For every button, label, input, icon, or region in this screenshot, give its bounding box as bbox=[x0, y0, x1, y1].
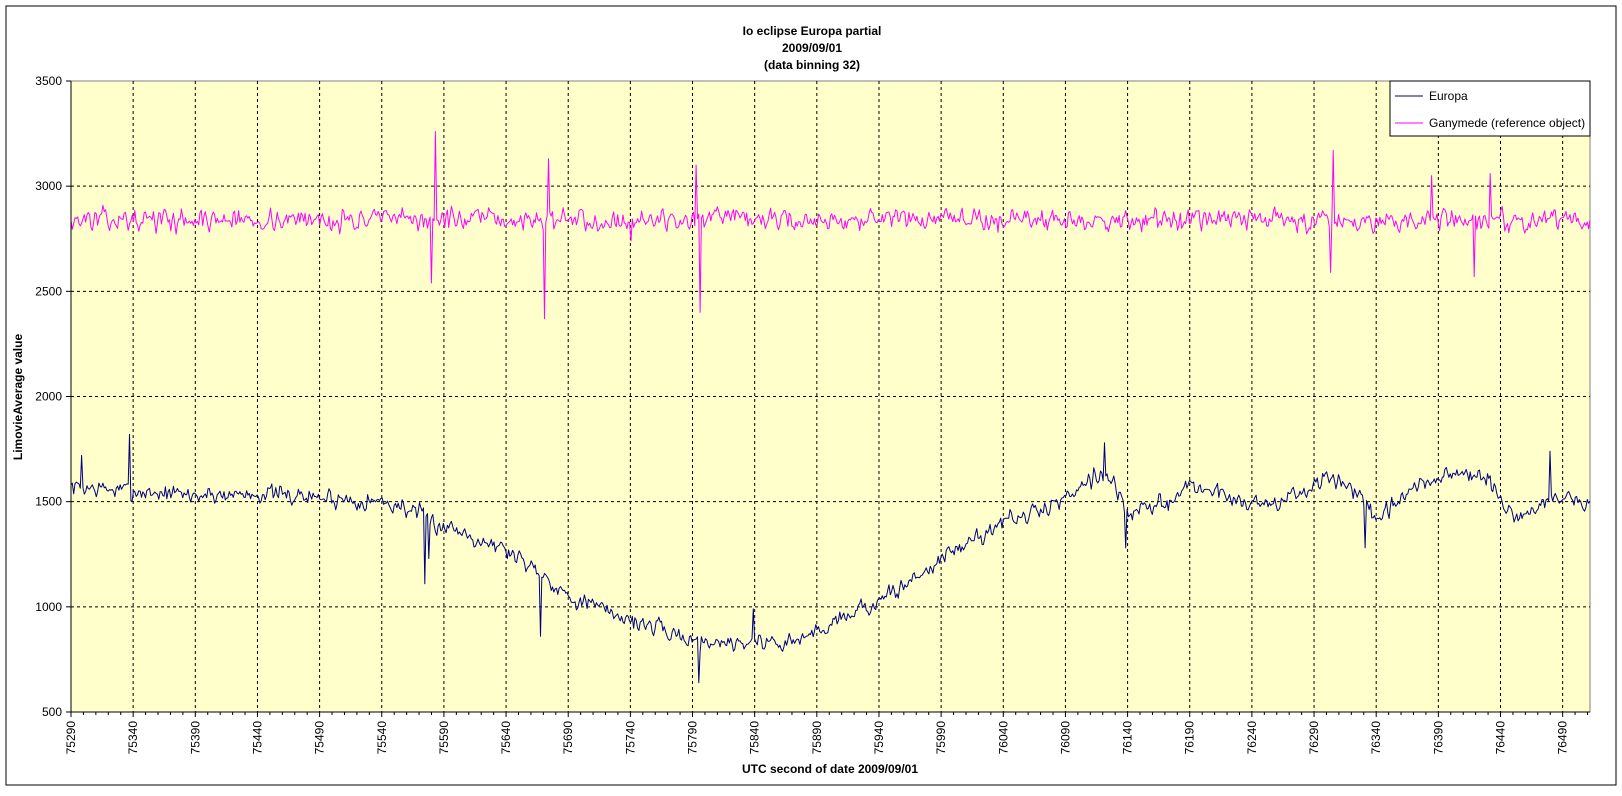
legend-label-europa: Europa bbox=[1429, 89, 1468, 103]
y-tick-label: 2000 bbox=[35, 390, 62, 404]
x-tick-label: 75840 bbox=[748, 721, 762, 755]
x-tick-label: 75740 bbox=[623, 721, 637, 755]
x-tick-label: 75590 bbox=[437, 721, 451, 755]
gridlines bbox=[71, 81, 1590, 712]
x-tick-label: 75790 bbox=[686, 721, 700, 755]
chart-title-line-2: 2009/09/01 bbox=[782, 41, 842, 55]
legend-box bbox=[1389, 80, 1591, 137]
x-tick-label: 76090 bbox=[1058, 721, 1072, 755]
x-tick-label: 75490 bbox=[313, 721, 327, 755]
x-tick-label: 75290 bbox=[64, 721, 78, 755]
x-tick-labels: 75290 75340 75390 75440 75490 75540 75590 75640… bbox=[64, 721, 1570, 755]
x-axis-title: UTC second of date 2009/09/01 bbox=[742, 762, 918, 776]
y-tick-label: 1000 bbox=[35, 600, 62, 614]
series-lines bbox=[70, 131, 1591, 684]
y-tick-label: 3500 bbox=[35, 74, 62, 88]
y-axis-title: LimovieAverage value bbox=[11, 334, 25, 461]
x-tick-label: 75890 bbox=[810, 721, 824, 755]
y-tick-label: 1500 bbox=[35, 495, 62, 509]
x-tick-label: 76240 bbox=[1245, 721, 1259, 755]
x-tick-label: 75990 bbox=[934, 721, 948, 755]
chart-title-line-3: (data binning 32) bbox=[764, 58, 860, 72]
y-tick-labels: 500 1000 1500 2000 2500 3000 3500 bbox=[35, 74, 62, 719]
x-tick-label: 75940 bbox=[872, 721, 886, 755]
y-tick-label: 3000 bbox=[35, 179, 62, 193]
series-line-ganymede bbox=[70, 131, 1591, 320]
x-tick-label: 75340 bbox=[126, 721, 140, 755]
x-tick-label: 76490 bbox=[1556, 721, 1570, 755]
legend: Europa Ganymede (reference object) bbox=[1389, 80, 1591, 137]
axes bbox=[66, 80, 1590, 717]
x-tick-label: 76440 bbox=[1494, 721, 1508, 755]
x-tick-label: 76290 bbox=[1307, 721, 1321, 755]
x-tick-label: 75440 bbox=[250, 721, 264, 755]
x-tick-label: 75540 bbox=[375, 721, 389, 755]
x-tick-label: 75390 bbox=[188, 721, 202, 755]
x-tick-label: 76190 bbox=[1183, 721, 1197, 755]
chart-title-line-1: Io eclipse Europa partial bbox=[743, 24, 882, 38]
x-tick-label: 76390 bbox=[1431, 721, 1445, 755]
x-tick-label: 75690 bbox=[561, 721, 575, 755]
y-tick-label: 500 bbox=[42, 705, 62, 719]
x-tick-label: 76340 bbox=[1369, 721, 1383, 755]
series-line-europa bbox=[70, 433, 1591, 684]
x-tick-label: 76140 bbox=[1121, 721, 1135, 755]
x-tick-label: 76040 bbox=[996, 721, 1010, 755]
y-tick-label: 2500 bbox=[35, 284, 62, 298]
legend-label-ganymede: Ganymede (reference object) bbox=[1429, 116, 1585, 130]
x-tick-label: 75640 bbox=[499, 721, 513, 755]
chart-title: Io eclipse Europa partial 2009/09/01 (da… bbox=[743, 24, 882, 72]
